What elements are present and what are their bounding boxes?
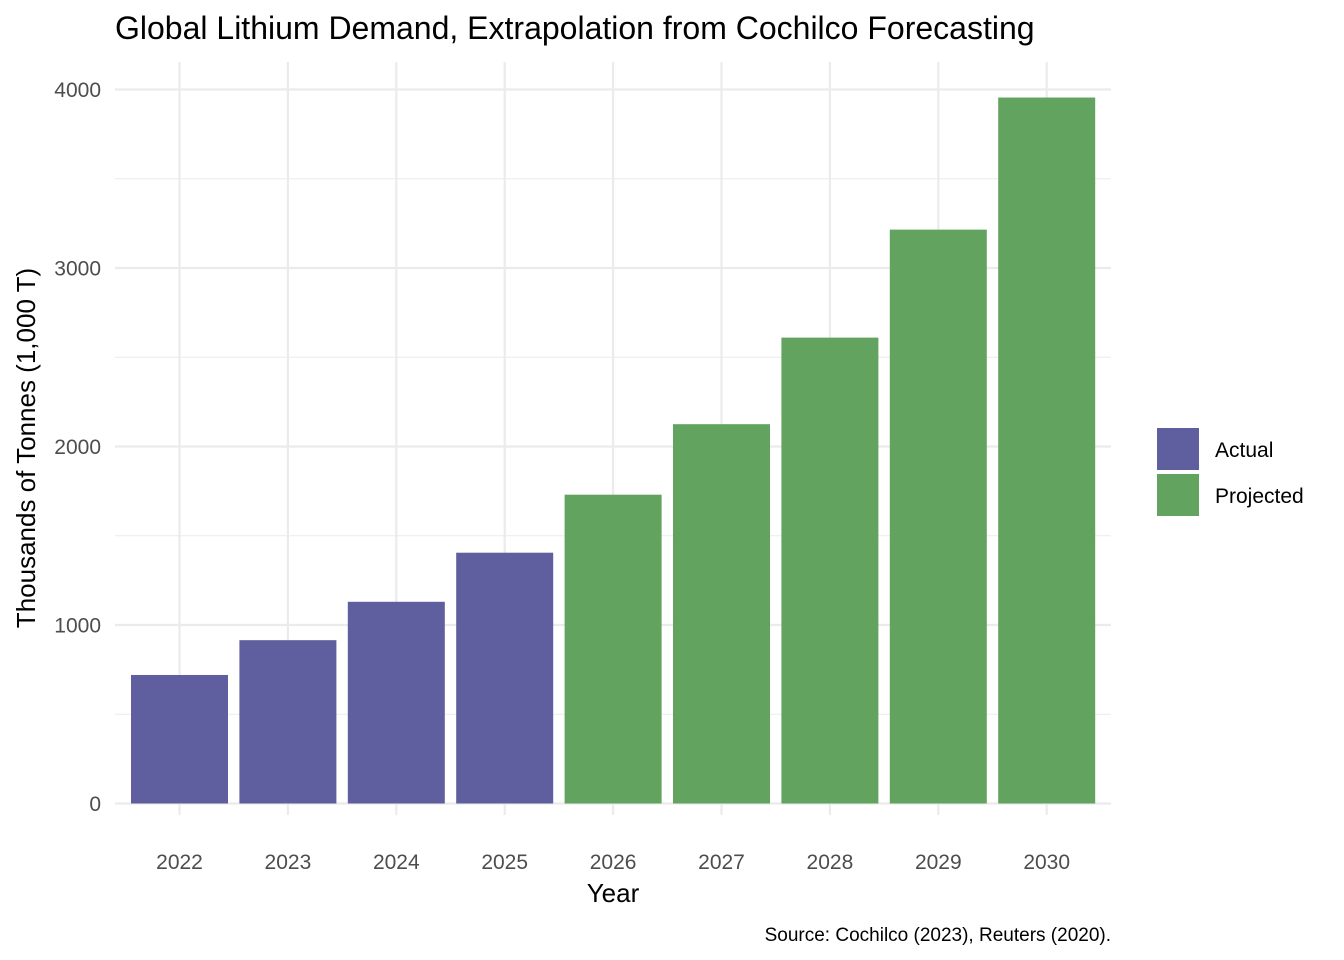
x-tick-label: 2023: [265, 851, 312, 874]
x-tick-label: 2028: [807, 851, 854, 874]
legend: Actual Projected: [1157, 428, 1304, 516]
legend-key-actual: [1157, 428, 1199, 470]
bar-2028: [781, 337, 879, 804]
bar-2023: [239, 640, 337, 804]
x-axis-ticks: 2022 2023 2024 2025 2026 2027 2028 2029 2030: [156, 851, 1070, 874]
bar-2022: [131, 674, 228, 804]
y-tick-label: 2000: [54, 436, 101, 459]
x-tick-label: 2029: [915, 851, 962, 874]
y-axis-title: Thousands of Tonnes (1,000 T): [11, 268, 41, 628]
legend-key-projected: [1157, 474, 1199, 516]
bar-2026: [564, 494, 662, 804]
y-axis-ticks: 0 1000 2000 3000 4000: [54, 79, 101, 816]
bar-2025: [456, 552, 554, 804]
bar-2024: [347, 601, 445, 804]
bar-2030: [998, 97, 1096, 804]
legend-label: Actual: [1215, 439, 1273, 462]
y-tick-label: 1000: [54, 615, 101, 638]
y-tick-label: 3000: [54, 258, 101, 281]
source-caption: Source: Cochilco (2023), Reuters (2020).: [765, 925, 1111, 946]
legend-label: Projected: [1215, 485, 1304, 508]
x-tick-label: 2025: [481, 851, 528, 874]
x-tick-label: 2022: [156, 851, 203, 874]
x-tick-label: 2026: [590, 851, 637, 874]
x-axis-title: Year: [587, 878, 640, 908]
bars: [131, 97, 1096, 804]
x-tick-label: 2027: [698, 851, 745, 874]
bar-2027: [673, 424, 770, 804]
chart-title: Global Lithium Demand, Extrapolation fro…: [115, 10, 1035, 46]
x-tick-label: 2030: [1023, 851, 1070, 874]
bar-2029: [889, 229, 987, 804]
x-tick-label: 2024: [373, 851, 420, 874]
y-tick-label: 4000: [54, 79, 101, 102]
y-tick-label: 0: [89, 793, 101, 816]
